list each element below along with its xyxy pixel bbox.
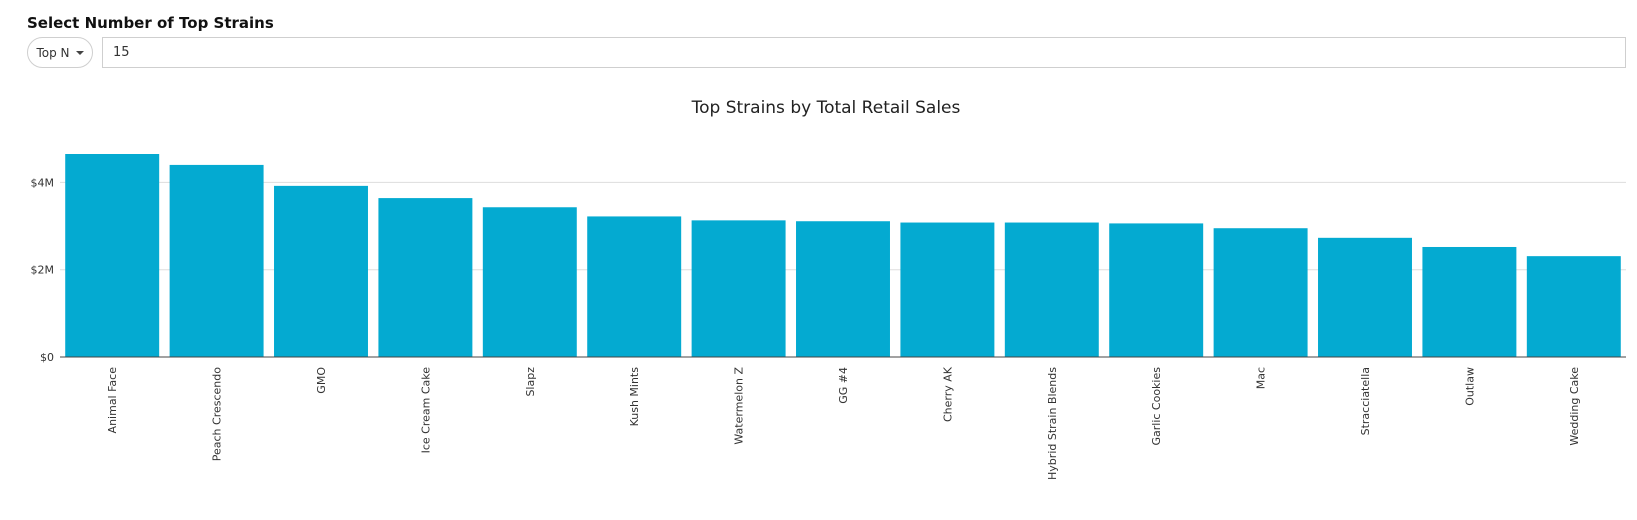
bar[interactable] <box>274 185 368 357</box>
x-tick-label: Stracciatella <box>1359 367 1372 435</box>
top-strains-selector-title: Select Number of Top Strains <box>27 14 274 32</box>
x-tick-label: Mac <box>1255 367 1268 389</box>
bar[interactable] <box>796 221 890 357</box>
bar[interactable] <box>1213 228 1308 357</box>
x-tick-label: Kush Mints <box>628 367 641 427</box>
x-tick-label: Garlic Cookies <box>1150 367 1163 446</box>
x-tick-label: GG #4 <box>837 367 850 404</box>
bar[interactable] <box>378 198 473 357</box>
x-tick-label: Wedding Cake <box>1568 367 1581 446</box>
chevron-down-icon <box>75 51 84 55</box>
top-n-input[interactable] <box>102 37 1626 68</box>
x-axis-ticks: Animal Face Peach Crescendo GMO Ice Cream C… <box>106 366 1581 480</box>
y-tick-label: $2M <box>31 264 55 277</box>
y-tick-label: $0 <box>40 351 54 364</box>
bar[interactable] <box>1526 256 1621 357</box>
bar[interactable] <box>65 154 160 357</box>
bar[interactable] <box>482 207 577 357</box>
y-axis-ticks: $0 $2M $4M <box>31 176 55 364</box>
x-tick-label: Animal Face <box>106 367 119 434</box>
x-tick-label: Peach Crescendo <box>211 367 224 461</box>
bar[interactable] <box>587 216 682 357</box>
x-tick-label: GMO <box>315 367 328 394</box>
bar[interactable] <box>900 222 995 357</box>
bar[interactable] <box>691 220 786 357</box>
bar[interactable] <box>1109 223 1204 357</box>
bars <box>65 154 1621 357</box>
top-n-dropdown-button[interactable]: Top N <box>27 37 93 68</box>
x-tick-label: Outlaw <box>1463 367 1476 406</box>
bar[interactable] <box>1004 222 1099 357</box>
x-tick-label: Ice Cream Cake <box>419 367 432 454</box>
y-tick-label: $4M <box>31 176 55 189</box>
chart-title: Top Strains by Total Retail Sales <box>691 98 961 118</box>
x-tick-label: Hybrid Strain Blends <box>1046 367 1059 480</box>
top-n-dropdown-label: Top N <box>36 45 70 60</box>
x-tick-label: Watermelon Z <box>733 367 746 445</box>
x-tick-label: Cherry AK <box>941 366 954 422</box>
x-tick-label: Slapz <box>524 367 537 397</box>
bar[interactable] <box>1422 246 1517 357</box>
bar[interactable] <box>169 164 264 357</box>
bar[interactable] <box>1318 237 1412 357</box>
